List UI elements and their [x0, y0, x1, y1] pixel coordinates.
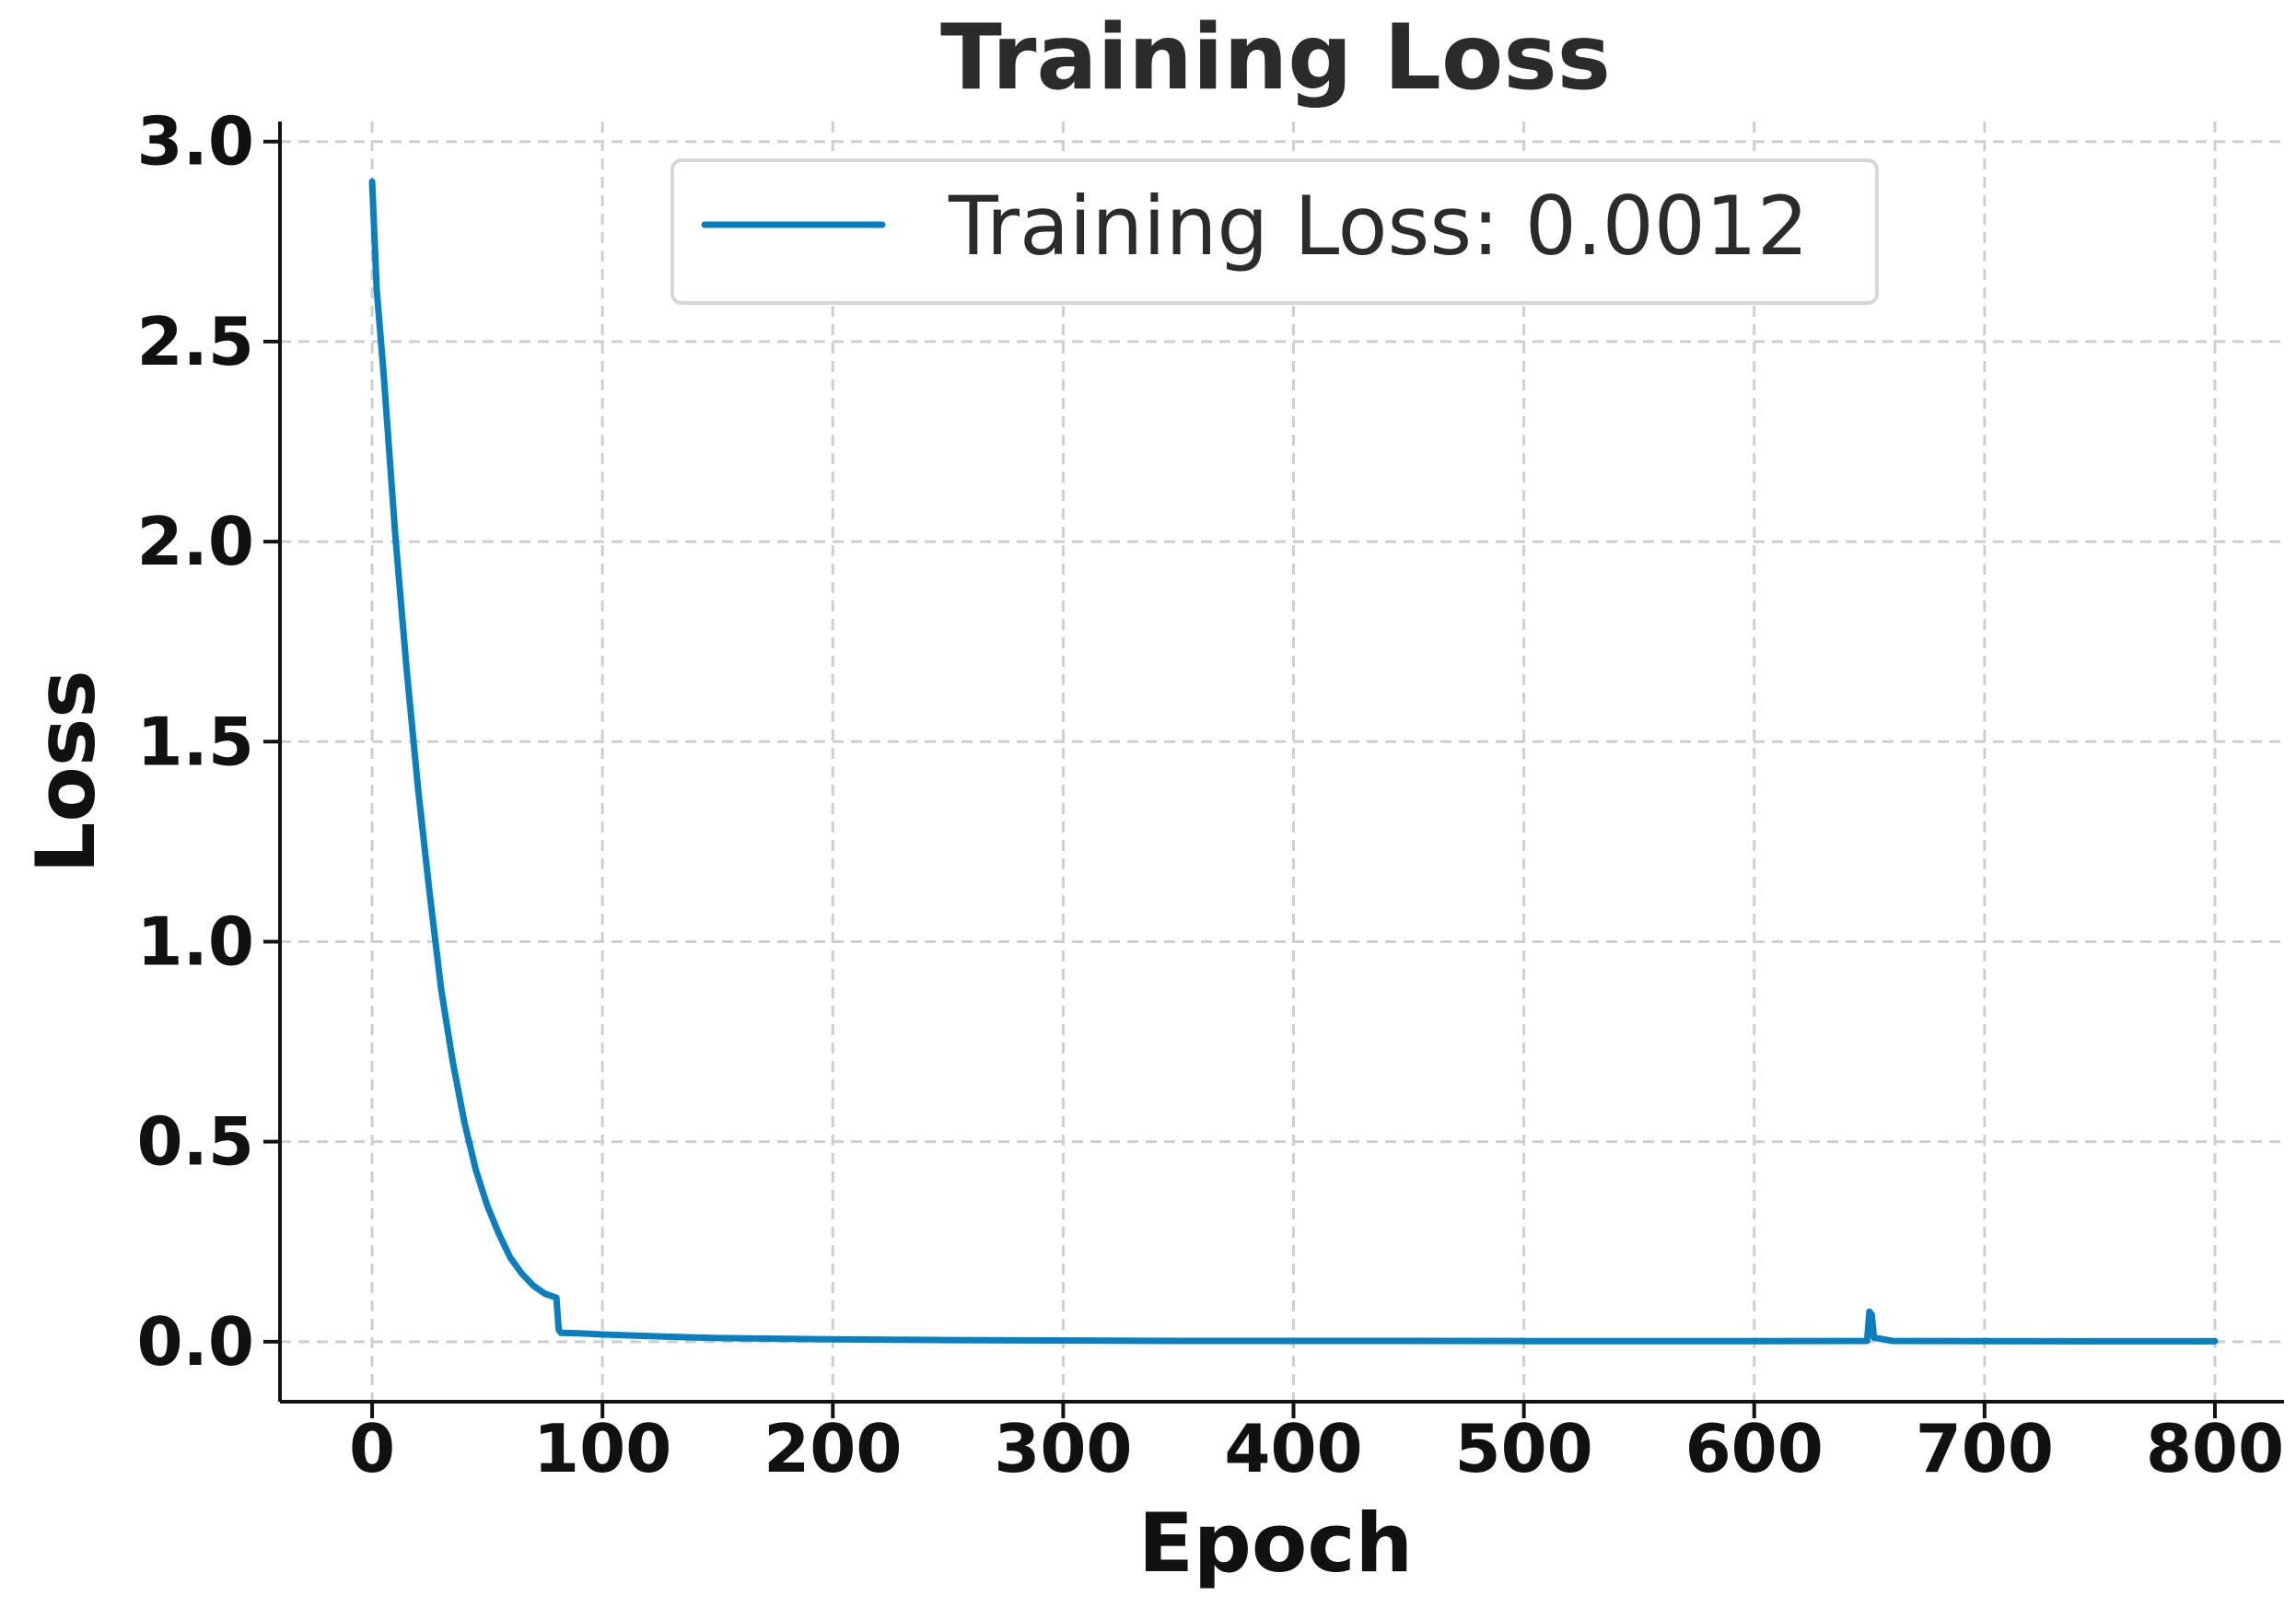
y-tick-label-6: 3.0 — [136, 103, 254, 181]
x-tick-label-0: 0 — [349, 1410, 395, 1487]
x-tick-label-6: 600 — [1685, 1410, 1824, 1487]
training-loss-series-line — [368, 178, 2219, 1345]
legend-box — [670, 158, 1879, 305]
x-tick-label-2: 200 — [763, 1410, 902, 1487]
y-tick-label-4: 2.0 — [136, 503, 254, 580]
x-tick-label-1: 100 — [533, 1410, 671, 1487]
grid-layer — [280, 122, 2284, 1402]
series-layer — [368, 178, 2219, 1345]
legend: Training Loss: 0.0012 — [670, 158, 1879, 305]
x-tick-label-3: 300 — [994, 1410, 1132, 1487]
legend-entry-label: Training Loss: 0.0012 — [948, 179, 1809, 274]
labels-layer: Training Loss Epoch Loss — [18, 6, 1611, 1591]
y-axis-label: Loss — [18, 670, 113, 873]
y-tick-label-3: 1.5 — [136, 703, 254, 780]
x-tick-label-8: 800 — [2146, 1410, 2284, 1487]
axes-layer: 0 100 200 300 400 500 600 700 800 0.0 0.5 1.0 1.5 2.0… — [136, 103, 2284, 1487]
y-tick-label-2: 1.0 — [136, 903, 254, 980]
chart-title: Training Loss — [940, 6, 1611, 111]
x-tick-label-4: 400 — [1224, 1410, 1362, 1487]
y-tick-label-1: 0.5 — [136, 1103, 254, 1181]
x-tick-label-5: 500 — [1454, 1410, 1592, 1487]
x-tick-label-7: 700 — [1916, 1410, 2054, 1487]
x-axis-label: Epoch — [1138, 1496, 1413, 1591]
y-tick-label-5: 2.5 — [136, 303, 254, 380]
y-tick-label-0: 0.0 — [136, 1303, 254, 1381]
